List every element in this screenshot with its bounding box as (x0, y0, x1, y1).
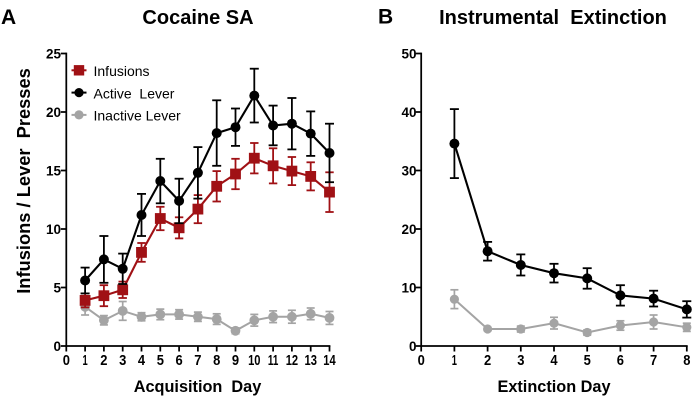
svg-text:1: 1 (452, 353, 457, 369)
svg-text:20: 20 (46, 105, 61, 120)
svg-text:Instrumental Extinction: Instrumental Extinction (439, 7, 667, 29)
svg-text:13: 13 (305, 353, 317, 369)
svg-text:4: 4 (138, 353, 146, 369)
svg-text:Inactive Lever: Inactive Lever (94, 108, 181, 124)
svg-text:Active Lever: Active Lever (94, 85, 175, 101)
svg-text:8: 8 (213, 353, 220, 369)
svg-text:Infusions / Lever Presses: Infusions / Lever Presses (13, 68, 34, 294)
svg-text:0: 0 (418, 353, 425, 369)
svg-text:B: B (378, 6, 393, 29)
svg-text:20: 20 (401, 222, 416, 237)
svg-text:12: 12 (286, 353, 298, 369)
svg-text:2: 2 (100, 353, 107, 369)
svg-text:7: 7 (194, 353, 201, 369)
svg-text:6: 6 (176, 353, 183, 369)
svg-text:10: 10 (401, 280, 416, 295)
svg-text:7: 7 (650, 353, 657, 369)
svg-text:Extinction Day: Extinction Day (497, 378, 610, 396)
svg-text:25: 25 (46, 46, 62, 61)
svg-text:9: 9 (232, 353, 239, 369)
svg-text:A: A (1, 6, 16, 29)
svg-text:5: 5 (157, 353, 164, 369)
svg-text:0: 0 (53, 339, 61, 354)
svg-text:14: 14 (323, 353, 336, 369)
svg-text:3: 3 (119, 353, 126, 369)
svg-text:1: 1 (83, 353, 88, 369)
svg-text:3: 3 (517, 353, 524, 369)
svg-text:5: 5 (584, 353, 591, 369)
svg-text:10: 10 (248, 353, 260, 369)
svg-text:4: 4 (550, 353, 558, 369)
svg-text:8: 8 (683, 353, 690, 369)
svg-text:0: 0 (63, 353, 70, 369)
svg-text:6: 6 (617, 353, 624, 369)
svg-text:50: 50 (401, 46, 416, 61)
svg-text:Acquisition Day: Acquisition Day (134, 378, 262, 396)
svg-text:0: 0 (409, 339, 417, 354)
svg-text:15: 15 (46, 163, 62, 178)
svg-text:30: 30 (401, 163, 416, 178)
svg-text:Infusions: Infusions (94, 63, 150, 79)
svg-text:5: 5 (53, 280, 61, 295)
svg-text:11: 11 (268, 353, 278, 369)
svg-text:Cocaine SA: Cocaine SA (142, 7, 253, 29)
svg-text:40: 40 (401, 105, 416, 120)
svg-text:10: 10 (46, 222, 61, 237)
svg-text:2: 2 (484, 353, 491, 369)
